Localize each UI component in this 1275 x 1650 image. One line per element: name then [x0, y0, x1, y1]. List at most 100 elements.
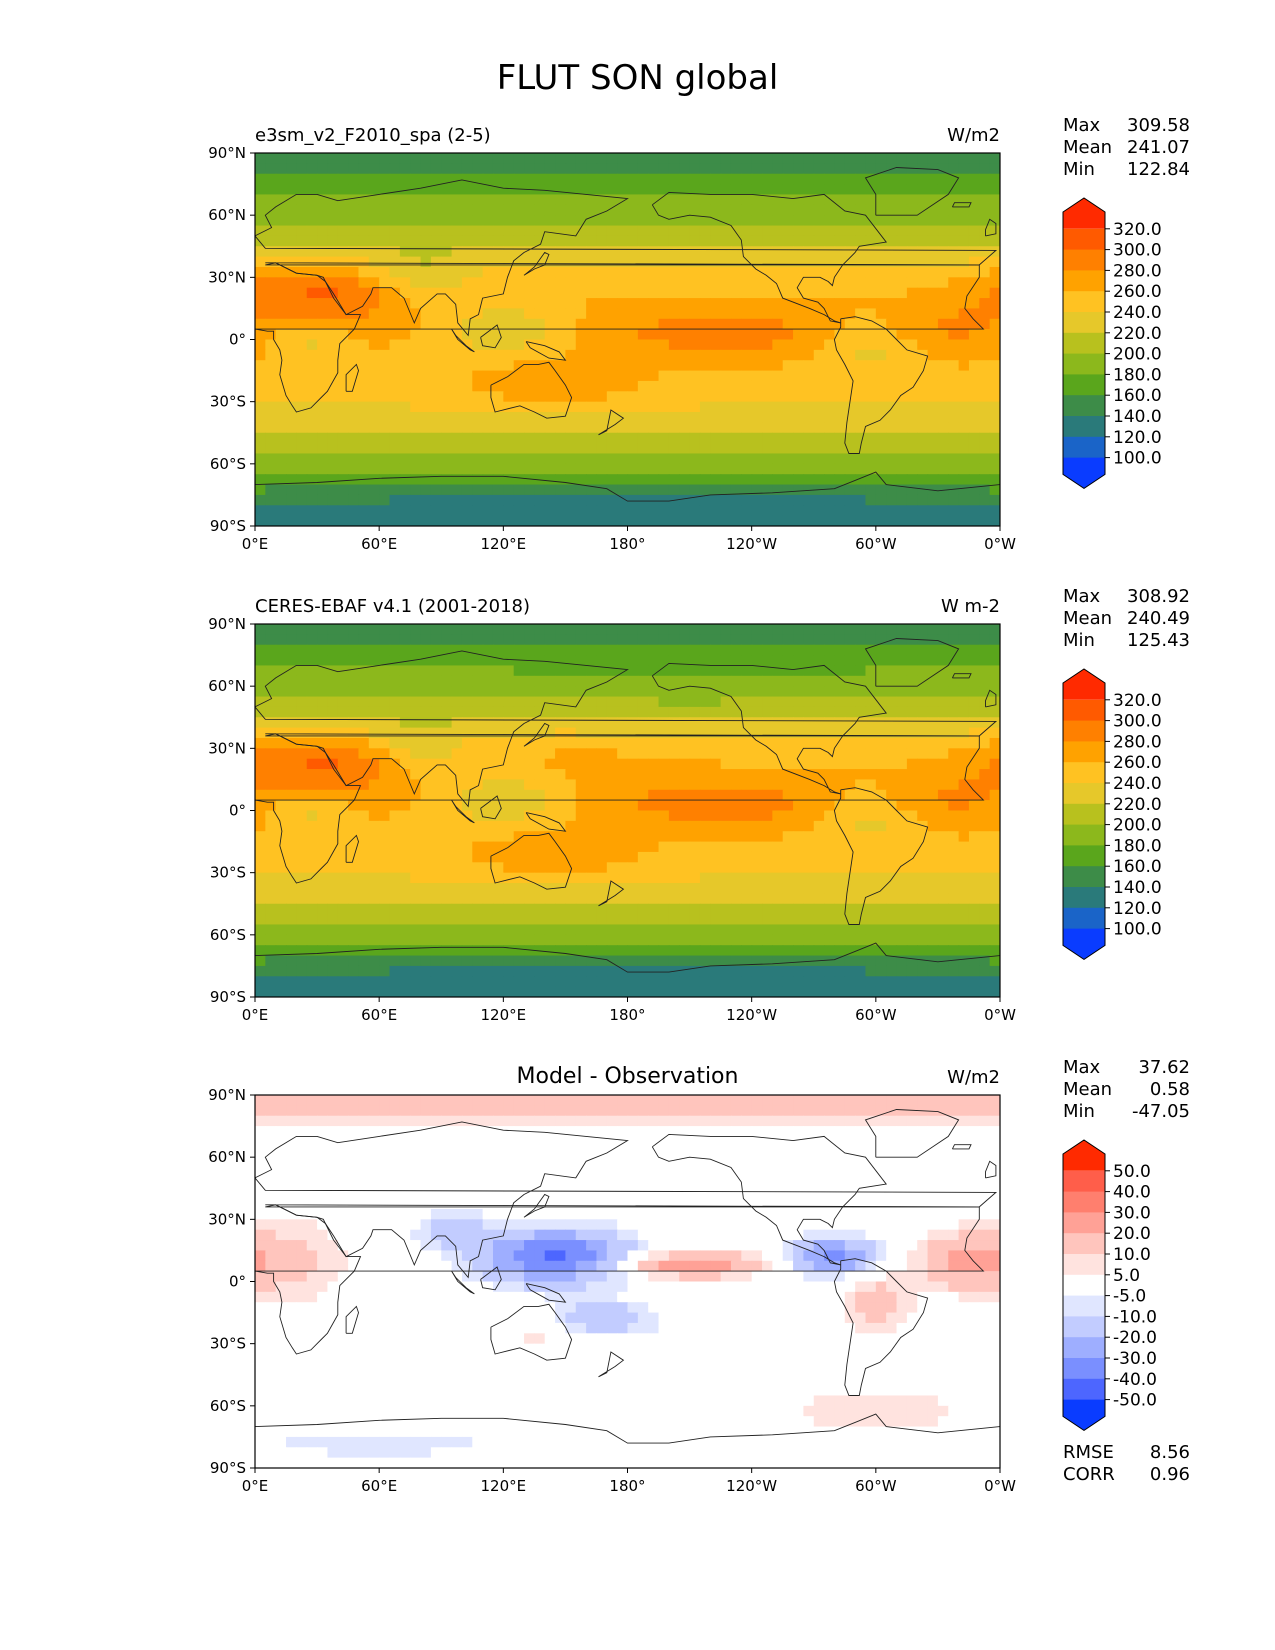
field-cell	[917, 401, 929, 413]
field-cell	[637, 463, 649, 475]
field-cell	[875, 675, 887, 687]
field-cell	[906, 903, 918, 915]
x-tick-label: 120°E	[481, 535, 527, 553]
field-cell	[420, 696, 432, 708]
field-cell	[472, 758, 484, 770]
field-cell	[782, 820, 794, 832]
field-cell	[668, 893, 680, 905]
field-cell	[327, 515, 339, 526]
field-cell	[544, 748, 556, 760]
field-cell	[482, 463, 494, 475]
field-cell	[710, 412, 722, 423]
field-cell	[875, 494, 887, 506]
field-cell	[865, 339, 877, 351]
field-cell	[648, 256, 660, 268]
field-cell	[410, 769, 422, 781]
field-cell	[306, 298, 318, 310]
field-cell	[492, 277, 504, 289]
field-cell	[803, 380, 815, 392]
field-cell	[927, 184, 939, 196]
field-cell	[906, 851, 918, 863]
field-cell	[730, 914, 742, 926]
field-cell	[679, 484, 691, 496]
field-cell	[513, 401, 525, 413]
field-cell	[420, 329, 432, 341]
field-cell	[379, 432, 391, 444]
field-cell	[855, 370, 867, 382]
field-cell	[844, 360, 856, 372]
field-cell	[699, 665, 711, 677]
field-cell	[637, 215, 649, 227]
field-cell	[430, 225, 442, 237]
field-cell	[296, 308, 308, 320]
field-cell	[482, 484, 494, 496]
field-cell	[689, 173, 701, 185]
field-cell	[782, 851, 794, 863]
field-cell	[565, 903, 577, 915]
field-cell	[968, 298, 980, 310]
field-cell	[875, 360, 887, 372]
field-cell	[689, 184, 701, 196]
field-cell	[441, 474, 453, 486]
field-cell	[720, 634, 732, 646]
field-cell	[637, 453, 649, 465]
field-cell	[606, 515, 618, 526]
field-cell	[710, 914, 722, 926]
field-cell	[906, 820, 918, 832]
field-cell	[689, 820, 701, 832]
field-cell	[917, 758, 929, 770]
field-cell	[793, 800, 805, 812]
field-cell	[730, 266, 742, 278]
field-cell	[296, 748, 308, 760]
field-cell	[575, 163, 587, 175]
field-cell	[917, 349, 929, 361]
field-cell	[762, 453, 773, 465]
field-cell	[813, 215, 825, 227]
field-cell	[306, 717, 318, 729]
field-cell	[730, 194, 742, 206]
field-cell	[617, 903, 629, 915]
field-cell	[555, 484, 567, 496]
field-cell	[275, 505, 287, 517]
field-cell	[803, 675, 815, 687]
field-cell	[648, 474, 660, 486]
field-cell	[399, 624, 411, 635]
field-cell	[989, 789, 1000, 801]
field-cell	[824, 370, 836, 382]
field-cell	[917, 484, 929, 496]
field-cell	[317, 318, 329, 330]
field-cell	[368, 329, 380, 341]
field-cell	[979, 173, 991, 185]
field-cell	[762, 851, 773, 863]
field-cell	[286, 463, 297, 475]
field-cell	[461, 748, 473, 760]
field-cell	[637, 235, 649, 247]
field-cell	[586, 717, 598, 729]
field-cell	[296, 173, 308, 185]
field-cell	[524, 360, 535, 372]
field-cell	[513, 644, 525, 656]
field-cell	[286, 945, 297, 957]
field-cell	[979, 256, 991, 268]
field-cell	[834, 163, 846, 175]
field-cell	[751, 287, 763, 299]
field-cell	[948, 308, 960, 320]
field-cell	[648, 727, 660, 739]
field-cell	[451, 862, 463, 874]
field-cell	[917, 277, 929, 289]
field-cell	[513, 412, 525, 423]
field-cell	[275, 422, 287, 434]
field-cell	[451, 225, 463, 237]
field-cell	[855, 924, 867, 936]
field-cell	[720, 505, 732, 517]
field-cell	[855, 789, 867, 801]
field-cell	[637, 380, 649, 392]
field-cell	[513, 737, 525, 749]
field-cell	[368, 463, 380, 475]
field-cell	[348, 360, 360, 372]
field-cell	[265, 298, 277, 310]
field-cell	[627, 215, 639, 227]
field-cell	[410, 820, 422, 832]
field-cell	[368, 862, 380, 874]
field-cell	[896, 675, 908, 687]
